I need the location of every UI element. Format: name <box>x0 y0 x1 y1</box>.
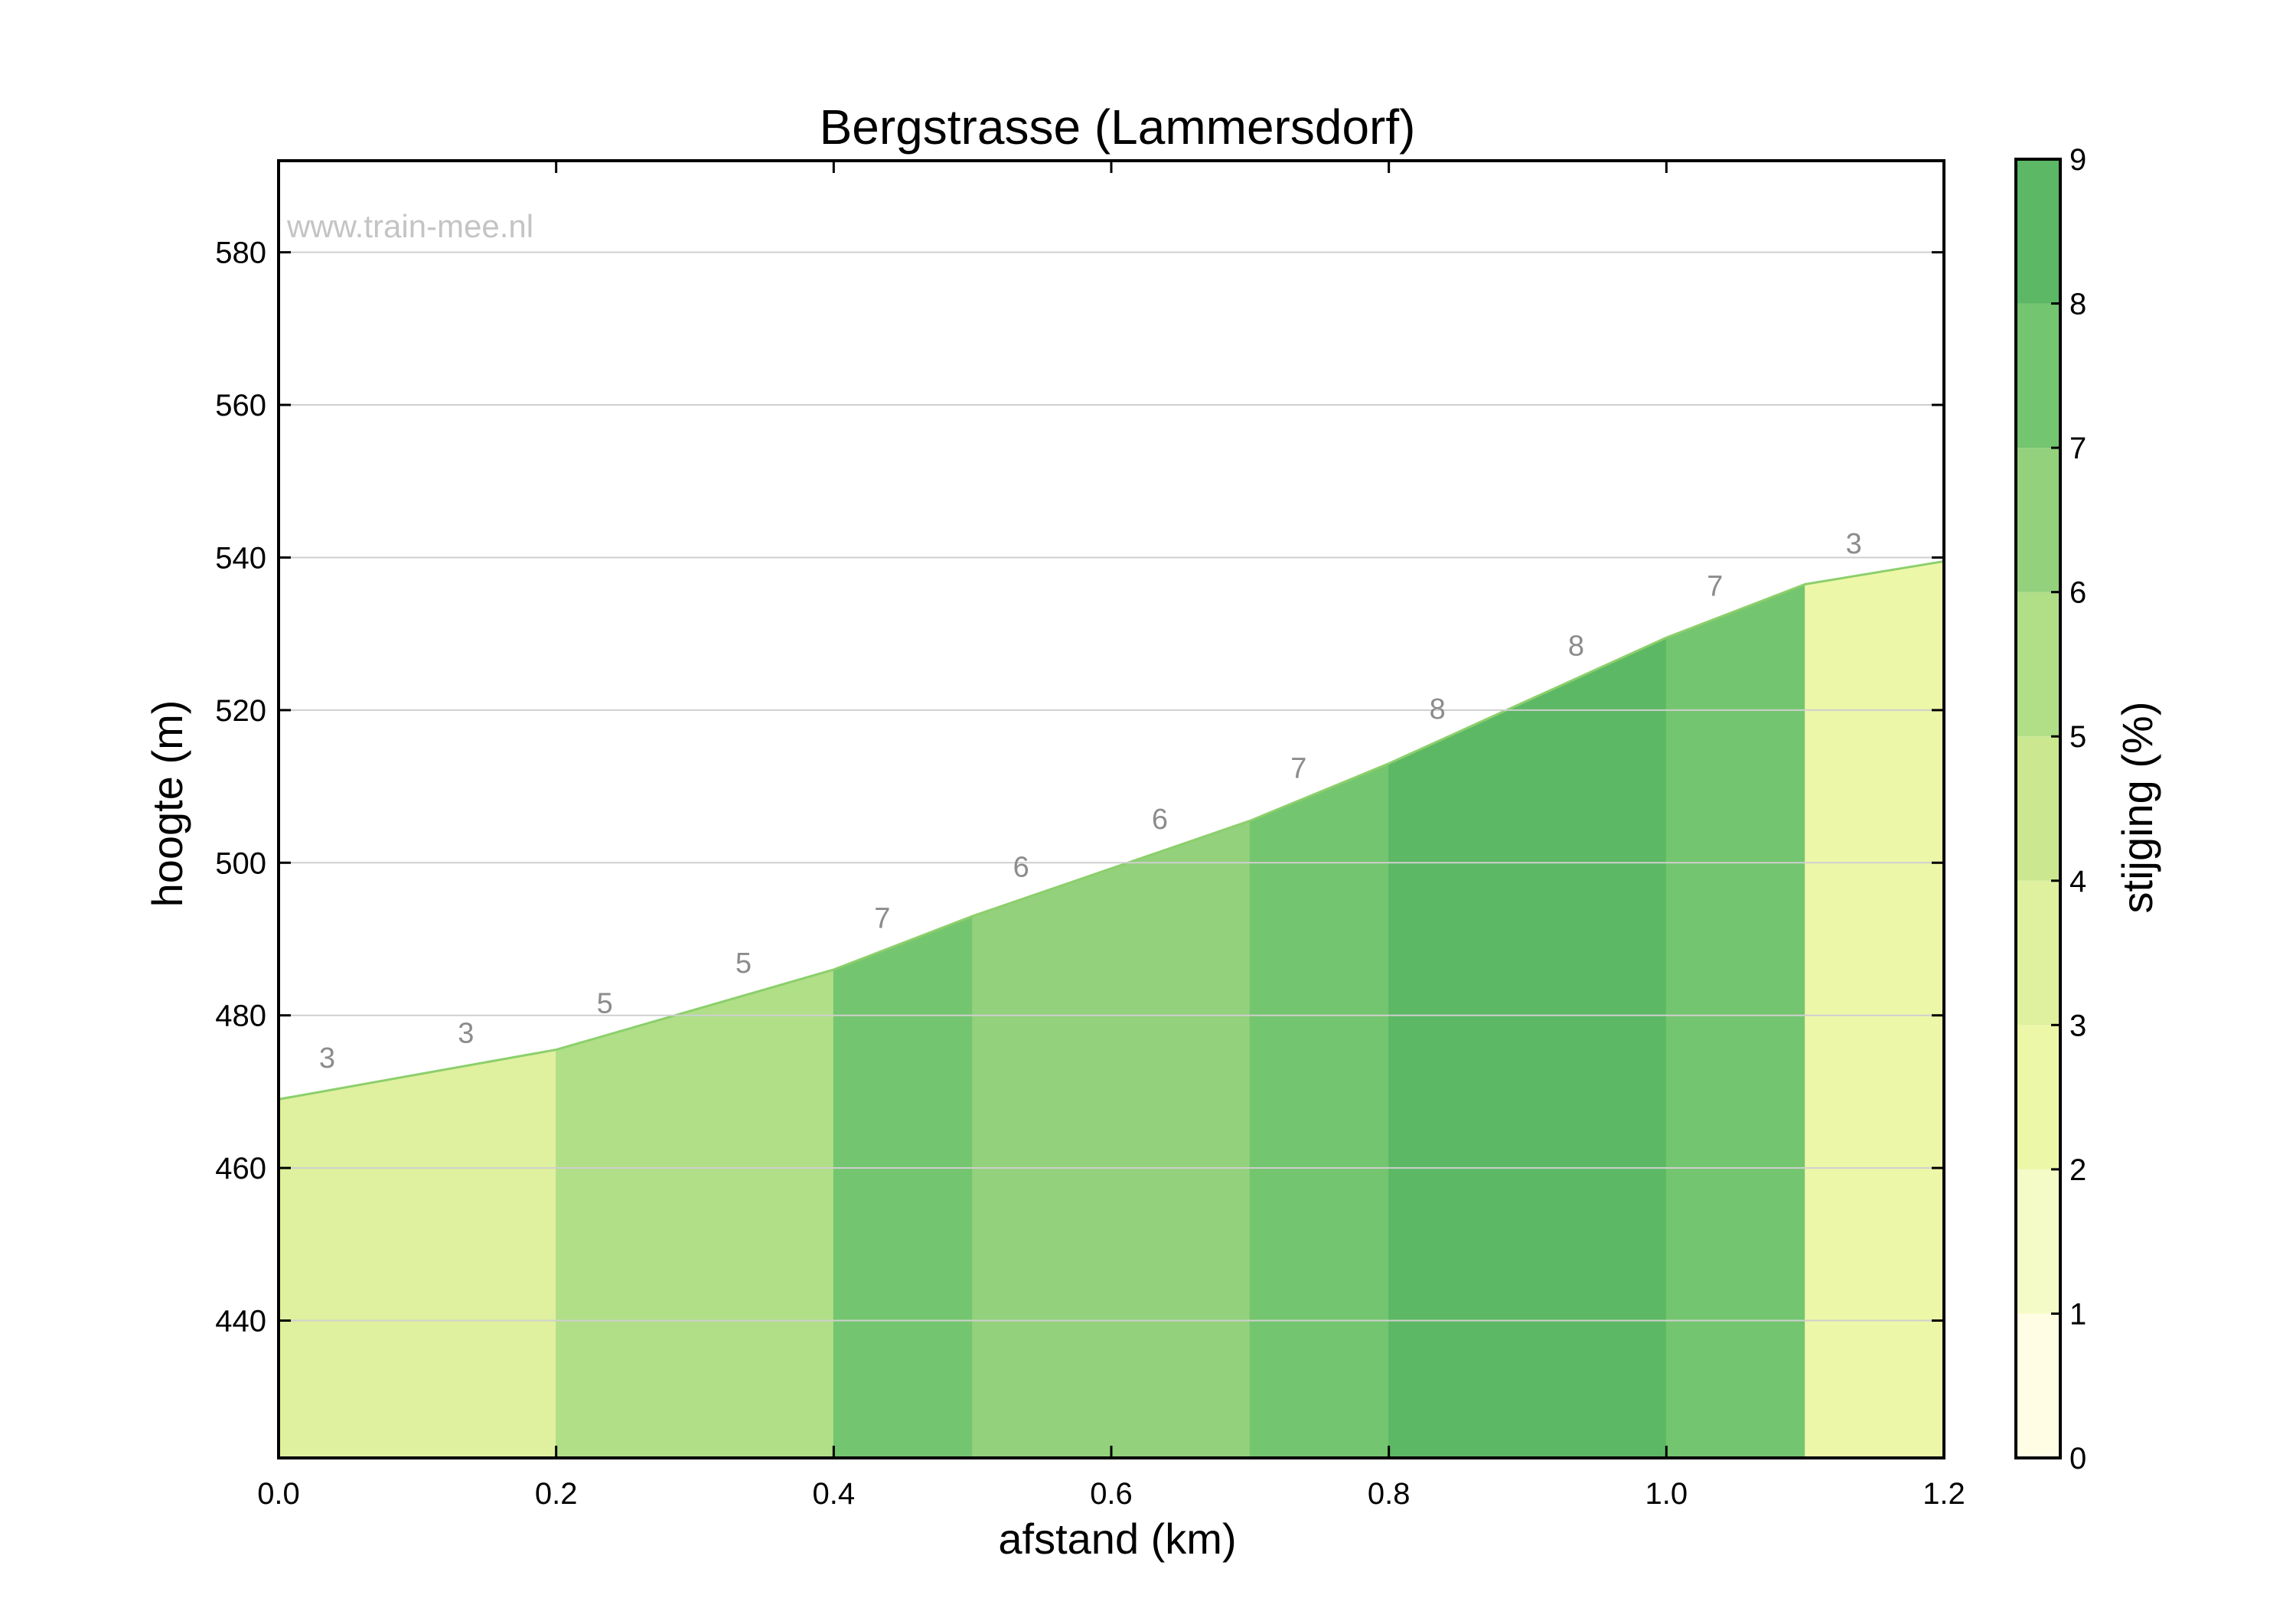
y-tick-label-500: 500 <box>215 846 266 880</box>
colorbar-band-7 <box>2016 303 2060 448</box>
colorbar-band-1 <box>2016 1169 2060 1314</box>
y-tick-label-560: 560 <box>215 389 266 422</box>
plot-area <box>278 559 1945 1459</box>
x-tick-label-0.2: 0.2 <box>535 1477 578 1511</box>
colorbar-tick-label-5: 5 <box>2069 720 2086 754</box>
x-tick-label-0.0: 0.0 <box>257 1477 300 1511</box>
colorbar-tick-label-3: 3 <box>2069 1009 2086 1042</box>
grade-label-6: 6 <box>1152 804 1168 836</box>
grade-label-4: 7 <box>874 902 890 934</box>
profile-segment-1 <box>556 969 834 1459</box>
colorbar-tick-label-8: 8 <box>2069 288 2086 321</box>
x-tick-label-0.4: 0.4 <box>813 1477 856 1511</box>
y-tick-label-460: 460 <box>215 1152 266 1185</box>
x-tick-label-1.2: 1.2 <box>1923 1477 1965 1511</box>
colorbar: 0 1 2 3 4 5 6 7 8 9 <box>2014 143 2086 1476</box>
grade-label-5: 6 <box>1013 851 1029 883</box>
profile-segment-4 <box>1249 762 1390 1459</box>
profile-segment-0 <box>278 1048 557 1459</box>
colorbar-tick-label-9: 9 <box>2069 143 2086 177</box>
grid-lines <box>279 251 1944 1322</box>
colorbar-frame <box>2014 158 2062 1459</box>
grade-labels: 3 3 5 5 7 6 6 7 8 8 7 3 <box>319 528 1862 1075</box>
colorbar-band-3 <box>2016 880 2060 1026</box>
grade-label-7: 7 <box>1290 752 1306 784</box>
colorbar-band-6 <box>2016 448 2060 592</box>
colorbar-tick-label-1: 1 <box>2069 1297 2086 1331</box>
profile-line <box>278 559 1945 1101</box>
y-tick-label-440: 440 <box>215 1305 266 1339</box>
colorbar-tick-label-2: 2 <box>2069 1153 2086 1187</box>
x-tick-label-0.8: 0.8 <box>1368 1477 1411 1511</box>
colorbar-band-8 <box>2016 159 2060 304</box>
colorbar-band-5 <box>2016 592 2060 737</box>
grade-label-10: 7 <box>1707 571 1723 603</box>
watermark: www.train-mee.nl <box>286 208 533 244</box>
x-axis-label: afstand (km) <box>998 1515 1236 1563</box>
x-tick-label-1.0: 1.0 <box>1645 1477 1688 1511</box>
grade-label-0: 3 <box>319 1042 335 1075</box>
grade-label-3: 5 <box>735 947 752 980</box>
grade-label-11: 3 <box>1846 528 1862 560</box>
colorbar-tick-label-6: 6 <box>2069 576 2086 610</box>
y-tick-label-480: 480 <box>215 1000 266 1033</box>
profile-segment-7 <box>1805 560 1945 1459</box>
colorbar-tick-label-0: 0 <box>2069 1442 2086 1476</box>
colorbar-tick-label-7: 7 <box>2069 432 2086 465</box>
grade-label-9: 8 <box>1568 631 1584 663</box>
colorbar-tick-label-4: 4 <box>2069 865 2086 898</box>
profile-segment-5 <box>1388 637 1667 1459</box>
x-tick-label-0.6: 0.6 <box>1090 1477 1133 1511</box>
y-tick-label-540: 540 <box>215 541 266 575</box>
y-axis-label: hoogte (m) <box>143 700 191 908</box>
grade-label-2: 5 <box>597 987 613 1019</box>
grade-label-8: 8 <box>1430 693 1446 726</box>
profile-segment-2 <box>833 915 974 1459</box>
profile-segment-6 <box>1665 583 1806 1459</box>
axes: 0.0 0.2 0.4 0.6 0.8 1.0 1.2 440 460 480 500 520 540 5… <box>215 159 1965 1511</box>
colorbar-band-0 <box>2016 1313 2060 1458</box>
colorbar-band-2 <box>2016 1025 2060 1169</box>
colorbar-label: stijging (%) <box>2113 702 2161 914</box>
chart-title: Bergstrasse (Lammersdorf) <box>820 99 1416 155</box>
colorbar-band-4 <box>2016 736 2060 881</box>
profile-segment-3 <box>972 820 1251 1459</box>
grade-label-1: 3 <box>458 1018 474 1050</box>
y-tick-label-520: 520 <box>215 694 266 728</box>
y-tick-label-580: 580 <box>215 236 266 270</box>
